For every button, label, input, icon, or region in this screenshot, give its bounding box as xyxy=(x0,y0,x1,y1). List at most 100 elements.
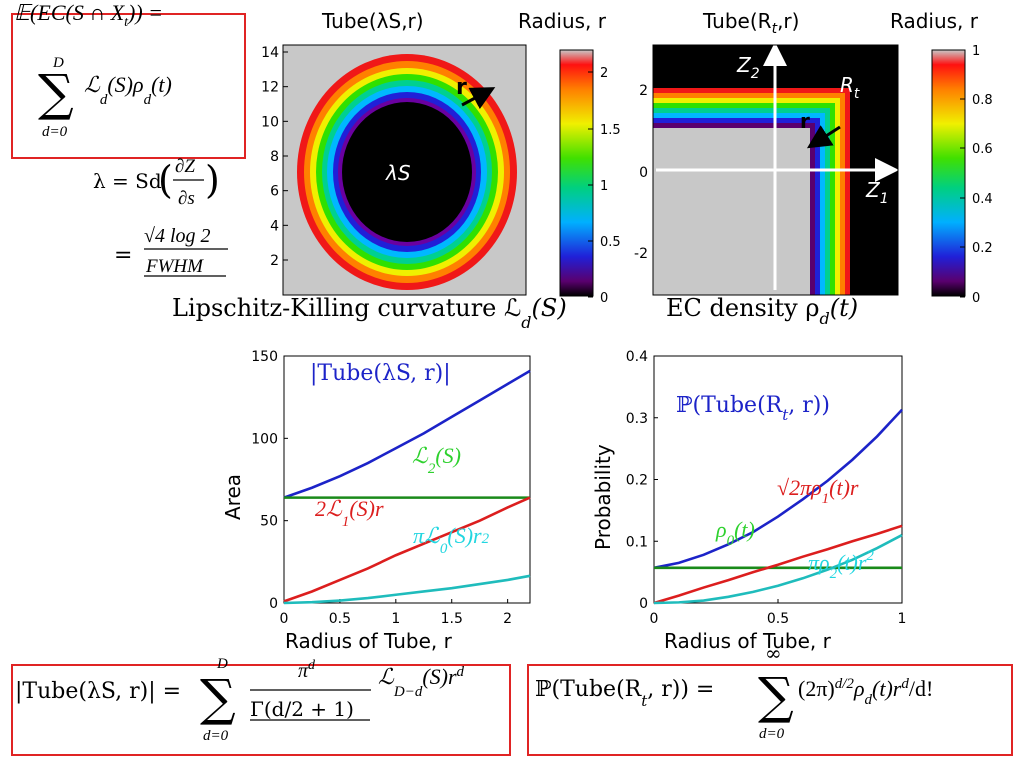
svg-text:ℒD−d(S)rd: ℒD−d(S)rd xyxy=(378,664,465,700)
tube-area-L-sub: D−d xyxy=(393,684,423,700)
probability-chart-series-red-line xyxy=(653,524,903,605)
probability-chart-y-tick-label: 0.2 xyxy=(626,473,648,489)
annotation-rho0-sub: 0 xyxy=(727,533,735,549)
tube-s-y-tick-label: 4 xyxy=(270,218,279,234)
ec-caption: EC density ρ xyxy=(666,294,819,322)
annotation-pil0-rest: (S)r xyxy=(447,523,482,548)
sum-sigma: ∑ xyxy=(38,64,74,122)
tube-rt-title-end: ,r) xyxy=(777,9,799,33)
probability-chart-y-tick-label: 0 xyxy=(639,596,648,612)
annotation-pil0-sub: 0 xyxy=(440,541,448,557)
right-colorbar-tick-label: 0.2 xyxy=(972,241,993,256)
z1-sub: 1 xyxy=(880,191,889,207)
tube-area-num-sup: d xyxy=(308,658,316,673)
tube-s-y-tick-label: 6 xyxy=(270,184,279,200)
probability-chart-x-tick-label: 1 xyxy=(898,611,907,627)
svg-text:Lipschitz-Killing curvature ℒd: Lipschitz-Killing curvature ℒd(S) xyxy=(172,294,567,332)
tube-prob-formula-box xyxy=(527,664,1013,756)
tube-area-sum-upper: D xyxy=(216,656,228,672)
lambda-formula: λ = Sd ( ∂Z ∂s ) = √4 log 2 FWHM xyxy=(93,156,228,277)
area-chart-series-red-line xyxy=(283,496,531,603)
area-chart-x-tick-label: 2 xyxy=(503,611,512,627)
svg-text:EC density ρd(t): EC density ρd(t) xyxy=(666,294,858,328)
lambda-paren-right: ) xyxy=(205,158,220,202)
area-chart-y-tick-label: 150 xyxy=(251,349,278,365)
radius-arrow-left xyxy=(461,87,496,110)
annotation-rho1-rest: (t)r xyxy=(829,475,859,500)
sum-lower: d=0 xyxy=(42,124,68,140)
tube-rt-y-tick-label: 0 xyxy=(639,165,648,181)
expectation-formula: 𝔼(EC(S ∩ Xt)) = ∑ D d=0 ℒd(S)ρd(t) xyxy=(11,0,246,159)
area-chart: Radius of Tube, r Area 0 0.5 1 1.5 2 0 50 100 15… xyxy=(221,349,531,653)
tube-s-y-tick-label: 12 xyxy=(261,80,279,96)
annotation-prob-tube: ℙ(Tube(Rt, r)) xyxy=(676,393,830,424)
rt-label: R xyxy=(840,73,854,97)
annotation-pil0: πℒ0(S)r2 xyxy=(413,523,490,557)
area-chart-x-tick-label: 0 xyxy=(280,611,289,627)
tube-prob-lhs2: , r)) = xyxy=(647,677,714,702)
ec-caption-sub: d xyxy=(819,309,829,328)
annotation-l2-text: ℒ xyxy=(412,443,429,468)
tube-prob-body-sup: d/2 xyxy=(835,676,855,692)
annotation-2l1-text: 2ℒ xyxy=(315,496,343,521)
tube-rt-band-horizontal xyxy=(653,93,845,98)
probability-chart-y-tick-label: 0.4 xyxy=(626,349,648,365)
tube-prob-rest: (t)r xyxy=(872,676,902,701)
left-colorbar-tick-label: 0 xyxy=(600,291,608,306)
tube-prob-body: (2π) xyxy=(798,676,835,701)
tube-rt-band-vertical xyxy=(825,108,830,295)
tube-area-rest: (S)r xyxy=(422,664,457,689)
tube-prob-formula: ℙ(Tube(Rt, r)) = ∑ ∞ d=0 (2π)d/2ρd(t)rd/… xyxy=(527,641,1013,756)
tube-prob-sum-lower: d=0 xyxy=(759,726,785,742)
lambda-s-label: λS xyxy=(385,161,411,185)
tube-rt-title-sub: t xyxy=(772,21,778,37)
tube-prob-lhs: ℙ(Tube(R xyxy=(535,677,643,702)
tube-rt-band-vertical xyxy=(815,118,820,295)
svg-text:Z1: Z1 xyxy=(865,178,889,207)
annotation-l2: ℒ2(S) xyxy=(412,443,461,477)
tube-s-y-tick-label: 14 xyxy=(261,45,279,61)
area-chart-ylabel: Area xyxy=(221,474,245,520)
z2-label: Z xyxy=(736,53,752,77)
lambda-s-region xyxy=(342,102,472,242)
r-label-right: r xyxy=(800,109,810,133)
probability-chart-x-tick-label: 0.5 xyxy=(767,611,789,627)
probability-chart-x-tick-label: 0 xyxy=(650,611,659,627)
probability-chart-series-cyan-line xyxy=(653,533,903,605)
area-chart-x-tick-label: 1.5 xyxy=(441,611,463,627)
expect-t: t xyxy=(124,15,129,30)
tube-area-rest-sup: d xyxy=(457,664,465,680)
sum-body-rest: (S)ρ xyxy=(107,72,143,97)
tube-s-y-tick-label: 10 xyxy=(261,114,279,130)
annotation-2l1: 2ℒ1(S)r xyxy=(315,496,384,530)
area-chart-xlabel: Radius of Tube, r xyxy=(285,629,453,653)
sum-body-rest-sub: d xyxy=(144,92,152,108)
area-chart-series-cyan-line xyxy=(283,574,531,605)
annotation-tube-area-text: |Tube(λS, r)| xyxy=(310,361,451,386)
annotation-rho0: ρ0(t) xyxy=(715,517,755,549)
lambda-fwhm: FWHM xyxy=(145,256,204,277)
annotation-tube-area: |Tube(λS, r)| xyxy=(310,361,451,386)
annotation-prob-tube-rest: , r)) xyxy=(788,393,830,418)
radius-arrow-right xyxy=(806,125,841,149)
z2-sub: 2 xyxy=(751,66,760,82)
tube-prob-end: /d! xyxy=(909,676,933,701)
annotation-rho1-text: √2πρ xyxy=(777,475,822,500)
tube-s-frame xyxy=(282,44,527,296)
tube-prob-lhs-sub: t xyxy=(641,692,648,710)
area-chart-x-tick-label: 1 xyxy=(391,611,400,627)
area-chart-x-tick-label: 0.5 xyxy=(329,611,351,627)
annotation-rho1-sub: 1 xyxy=(822,491,830,507)
tube-rt-band-horizontal xyxy=(653,98,840,103)
sum-body: ℒ xyxy=(84,72,101,97)
annotation-l2-rest: (S) xyxy=(435,443,461,468)
annotation-rho2-sub: 2 xyxy=(830,566,838,582)
right-colorbar-tick-label: 1 xyxy=(972,44,980,59)
tube-rt-band-vertical xyxy=(845,88,850,295)
right-colorbar-tick-label: 0 xyxy=(972,291,980,306)
left-colorbar: 2 1.5 1 0.5 0 xyxy=(559,49,621,306)
left-colorbar-gradient xyxy=(559,49,594,297)
right-colorbar-tick-label: 0.6 xyxy=(972,142,993,157)
lambda-line: λ = Sd xyxy=(93,169,162,193)
